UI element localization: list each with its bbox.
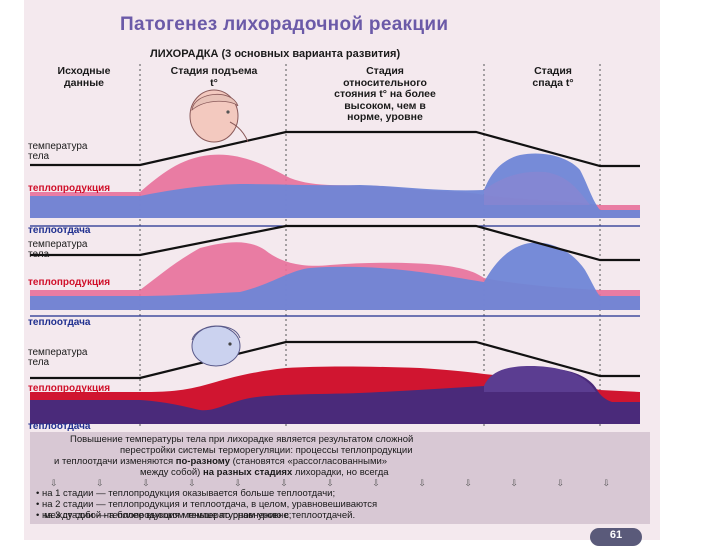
v1-heat-production-label: теплопродукция: [28, 184, 110, 194]
v3-heat-production-label: теплопродукция: [28, 384, 110, 394]
v1-temperature-label: температура тела: [28, 142, 88, 162]
variant-1-chart: [30, 132, 640, 218]
v2-temperature-label: температура тела: [28, 240, 88, 260]
summary-line-3: и теплоотдачи изменяются по-разному (ста…: [54, 456, 387, 467]
page-number: 61: [590, 528, 642, 546]
summary-line-1: Повышение температуры тела при лихорадке…: [70, 434, 413, 445]
patient-head-illustration-2: [192, 326, 240, 366]
summary-line-4: между собой) на разных стадиях лихорадки…: [140, 467, 389, 478]
summary-bullet-3: • на 3 стадии — теплопродукция меньше по…: [36, 510, 355, 521]
variant-3-chart: [30, 342, 640, 424]
v1-heat-loss-label: теплоотдача: [28, 226, 90, 236]
summary-bullet-2: • на 2 стадии — теплопродукция и теплоот…: [36, 499, 377, 510]
variant-2-heat-loss-area: [30, 243, 640, 310]
variant-2-chart: [30, 226, 640, 310]
v2-heat-production-label: теплопродукция: [28, 278, 110, 288]
v3-heat-loss-label: теплоотдача: [28, 422, 90, 432]
page: Патогенез лихорадочной реакции ЛИХОРАДКА…: [0, 0, 720, 540]
v3-temperature-label: температура тела: [28, 348, 88, 368]
patient-head-illustration-1: [190, 90, 248, 142]
summary-line-2: перестройки системы терморегуляции: проц…: [120, 445, 413, 456]
v2-heat-loss-label: теплоотдача: [28, 318, 90, 328]
summary-bullet-1: • на 1 стадии — теплопродукция оказывает…: [36, 488, 335, 499]
